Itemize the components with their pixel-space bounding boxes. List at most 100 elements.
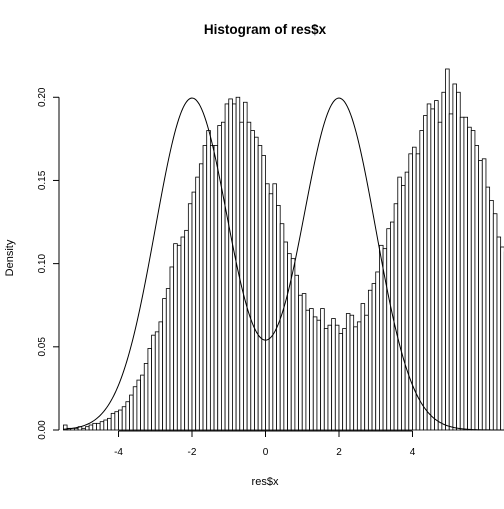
histogram-bar xyxy=(364,314,369,431)
histogram-bar xyxy=(198,163,204,431)
histogram-bar xyxy=(169,266,175,431)
histogram-bar xyxy=(129,394,134,431)
histogram-bar xyxy=(452,83,457,431)
histogram-bar xyxy=(500,246,504,431)
histogram-bar xyxy=(349,314,355,431)
histogram-bar xyxy=(467,126,472,431)
histogram-bar xyxy=(180,236,186,431)
histogram-bar xyxy=(88,424,94,431)
histogram-bar xyxy=(423,115,428,431)
histogram-bar xyxy=(360,303,366,431)
histogram-bar xyxy=(301,293,307,431)
y-axis: 0.00 0.05 0.10 0.15 0.20 xyxy=(37,87,60,440)
histogram-bar xyxy=(254,136,259,431)
histogram-bar xyxy=(386,228,391,431)
histogram-bar xyxy=(74,427,79,431)
histogram-bar xyxy=(151,334,156,431)
x-axis: -4 -2 0 2 4 xyxy=(114,430,416,458)
histogram-bar xyxy=(202,145,208,431)
histogram-bar xyxy=(316,319,322,431)
histogram-bar xyxy=(110,412,116,431)
histogram-bar xyxy=(496,236,502,431)
histogram-bar xyxy=(99,421,105,431)
histogram-bar xyxy=(298,294,303,431)
histogram-bar xyxy=(485,186,491,431)
histogram-bar xyxy=(276,204,281,431)
histogram-bar xyxy=(224,103,230,431)
histogram-bar xyxy=(103,419,108,431)
histogram-bar xyxy=(375,271,380,431)
histogram-bar xyxy=(243,101,248,431)
chart-title: Histogram of res$x xyxy=(204,22,327,37)
histogram-bar xyxy=(268,193,274,431)
histogram-bar xyxy=(419,130,424,431)
y-tick-label: 0.05 xyxy=(37,337,48,357)
histogram-bar xyxy=(478,160,483,431)
histogram-bar xyxy=(323,328,329,431)
histogram-bar xyxy=(165,288,171,431)
histogram-bar xyxy=(63,424,68,431)
histogram-bar xyxy=(176,244,182,431)
histogram-bar xyxy=(206,130,211,431)
histogram-bar xyxy=(81,427,86,431)
histogram-bar xyxy=(121,406,127,431)
histogram-bar xyxy=(85,426,90,431)
y-tick-label: 0.10 xyxy=(37,253,48,273)
x-tick-label: 0 xyxy=(263,447,269,458)
histogram-bar xyxy=(434,100,439,431)
histogram-bar xyxy=(305,309,310,431)
histogram-bar xyxy=(401,185,406,431)
histogram-bar xyxy=(356,321,362,431)
histogram-bar xyxy=(342,328,347,431)
histogram-bar xyxy=(393,203,399,431)
histogram-bar xyxy=(261,155,266,431)
x-tick-label: -4 xyxy=(114,447,123,458)
histogram-bar xyxy=(331,318,336,431)
histogram-bar xyxy=(158,321,164,431)
histogram-bar xyxy=(246,121,252,431)
histogram-bar xyxy=(408,153,413,431)
histogram-bar xyxy=(312,316,318,431)
histogram-bar xyxy=(338,333,344,431)
histogram-bar xyxy=(294,274,299,431)
histogram-bar xyxy=(367,289,373,431)
histogram-bar xyxy=(492,213,498,431)
histogram-bar xyxy=(415,153,421,431)
histogram-bar xyxy=(283,241,288,431)
density-curve-line xyxy=(63,97,504,431)
histogram-bar xyxy=(136,379,141,431)
histogram-bar xyxy=(448,113,454,431)
histogram-bar xyxy=(228,98,233,431)
histogram-bar xyxy=(353,326,358,431)
x-tick-label: -2 xyxy=(188,447,197,458)
histogram-bar xyxy=(239,121,244,431)
histogram-bar xyxy=(456,91,461,431)
histogram-bar xyxy=(437,121,443,431)
histogram-bar xyxy=(107,417,112,431)
histogram-bar xyxy=(404,171,410,431)
y-axis-label: Density xyxy=(4,239,16,276)
histogram-bars xyxy=(63,68,504,431)
histogram-bar xyxy=(379,244,384,431)
histogram-bar xyxy=(232,103,237,431)
histogram-bar xyxy=(173,243,178,431)
histogram-bar xyxy=(125,401,130,431)
x-axis-label: res$x xyxy=(252,476,279,488)
histogram-bar xyxy=(397,176,402,431)
histogram-bar xyxy=(265,183,270,431)
density-curve-group xyxy=(63,97,504,431)
histogram-bar xyxy=(426,103,432,431)
histogram-bar xyxy=(92,422,97,431)
histogram-bar xyxy=(195,176,200,431)
histogram-bar xyxy=(272,183,277,431)
histogram-bar xyxy=(309,308,314,431)
histogram-bar xyxy=(154,331,160,431)
histogram-bar xyxy=(191,191,197,431)
histogram-bar xyxy=(481,158,487,431)
histogram-bar xyxy=(474,145,480,431)
histogram-bar xyxy=(147,348,152,431)
histogram-bar xyxy=(209,145,215,431)
histogram-bar xyxy=(470,130,476,431)
histogram-bar xyxy=(250,130,255,431)
